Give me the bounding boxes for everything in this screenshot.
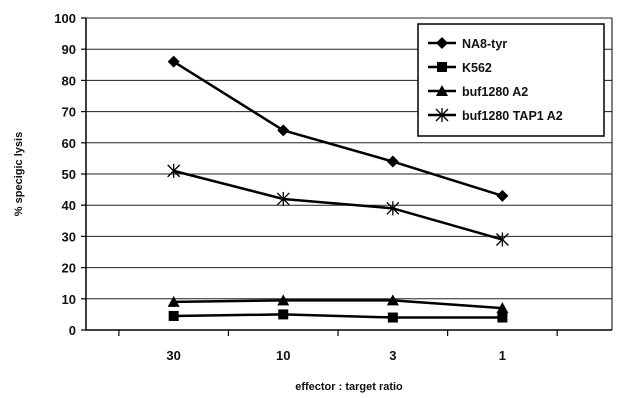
series-line (173, 169, 503, 241)
series (167, 55, 509, 323)
series-line (173, 313, 503, 319)
data-point (167, 295, 180, 307)
y-tick-labels: 0 10 20 30 40 50 60 70 80 90 100 (54, 11, 76, 338)
legend-label: buf1280 TAP1 A2 (462, 109, 563, 123)
x-tick-label: 10 (276, 348, 290, 363)
y-tick-label: 60 (62, 136, 76, 151)
legend-marker (436, 85, 448, 96)
data-point (277, 124, 290, 137)
legend-label: NA8-tyr (462, 37, 507, 51)
x-tick-labels: 30 10 3 1 (118, 330, 558, 363)
data-point (278, 309, 289, 320)
axes (85, 18, 613, 331)
legend-marker (437, 62, 447, 72)
data-point (386, 294, 399, 306)
data-point (386, 201, 400, 216)
y-tick-label: 80 (62, 73, 76, 88)
legend-item: buf1280 TAP1 A2 (428, 108, 563, 123)
y-tick-label: 20 (62, 261, 76, 276)
y-tick-label: 10 (62, 292, 76, 307)
x-tick-label: 3 (389, 348, 396, 363)
legend-item: buf1280 A2 (428, 85, 528, 99)
data-point (386, 155, 399, 168)
legend-label: K562 (462, 61, 492, 75)
y-axis-title: % specigic lysis (13, 132, 25, 216)
data-point (276, 191, 290, 206)
series-square (168, 309, 508, 323)
data-point (496, 189, 509, 202)
legend-marker (436, 37, 448, 49)
data-point (167, 55, 180, 68)
y-tick-label: 0 (69, 323, 76, 338)
data-point (495, 232, 509, 247)
data-point (277, 294, 290, 306)
legend: NA8-tyr K562 buf1280 A2 buf1280 TAP1 A2 (417, 23, 605, 137)
y-tick-label: 40 (62, 198, 76, 213)
legend-label: buf1280 A2 (462, 85, 528, 99)
legend-item: K562 (428, 61, 492, 75)
legend-item: NA8-tyr (428, 37, 507, 51)
series-star (167, 163, 509, 247)
x-tick-label: 30 (166, 348, 180, 363)
series-diamond (167, 55, 509, 202)
y-tick-label: 70 (62, 105, 76, 120)
series-line (173, 299, 503, 310)
series-triangle (167, 294, 509, 314)
x-tick-label: 1 (499, 348, 506, 363)
data-point (387, 312, 398, 323)
y-tick-label: 100 (54, 11, 76, 26)
data-point (168, 310, 179, 321)
series-line (173, 60, 503, 198)
data-point (497, 312, 508, 323)
y-tick-label: 50 (62, 167, 76, 182)
data-point (167, 163, 181, 178)
data-point (496, 302, 509, 314)
legend-marker (435, 108, 449, 122)
y-tick-label: 90 (62, 42, 76, 57)
x-axis-title: effector : target ratio (295, 381, 403, 393)
y-tick-label: 30 (62, 229, 76, 244)
